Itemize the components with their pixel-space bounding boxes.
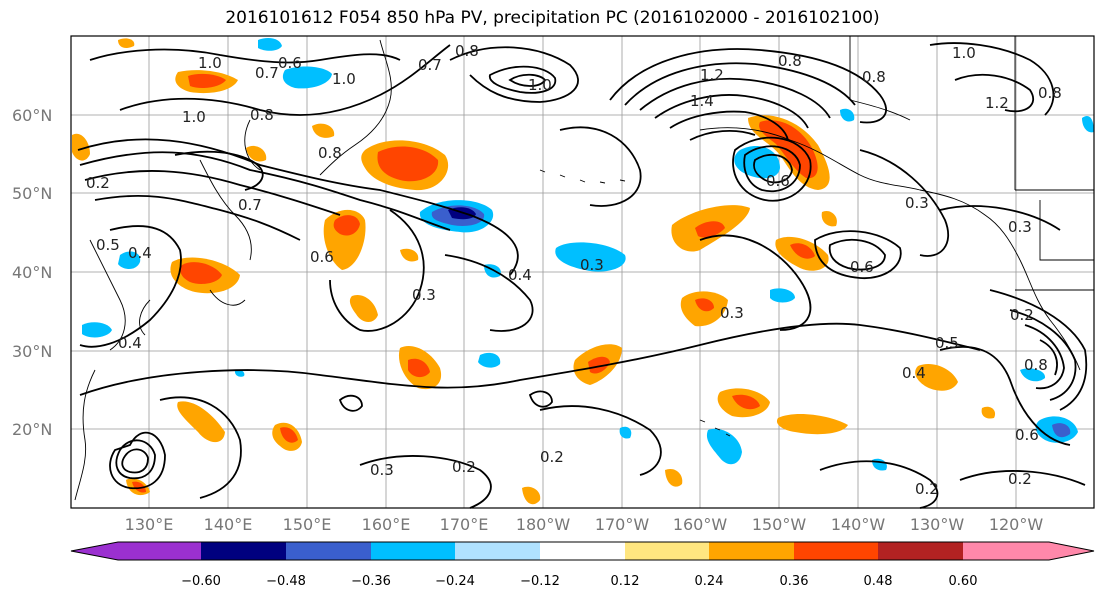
contour-label: 0.2: [452, 458, 476, 476]
lat-label: 40°N: [12, 263, 52, 282]
colorbar-cell: [286, 542, 371, 560]
contour-label: 0.3: [905, 194, 929, 212]
lat-label: 30°N: [12, 342, 52, 361]
contour-label: 0.7: [255, 64, 279, 82]
colorbar-tick-label: 0.12: [611, 574, 640, 589]
colorbar-cell: [878, 542, 963, 560]
contour-label: 0.7: [418, 56, 442, 74]
contour-label: 0.6: [850, 258, 874, 276]
colorbar-tick-label: −0.48: [266, 574, 306, 589]
colorbar-tick-label: −0.60: [181, 574, 221, 589]
colorbar-cell: [625, 542, 709, 560]
contour-label: 0.8: [1038, 84, 1062, 102]
colorbar-tick-label: −0.36: [351, 574, 391, 589]
contour-label: 1.0: [198, 54, 222, 72]
colorbar-cell: [540, 542, 625, 560]
precip-shading: [72, 38, 1094, 505]
lon-label: 150°E: [283, 515, 332, 534]
lon-label: 120°W: [989, 515, 1044, 534]
lon-label: 140°W: [831, 515, 886, 534]
lon-label: 130°E: [125, 515, 174, 534]
contour-label: 0.3: [580, 256, 604, 274]
contour-label: 0.2: [915, 480, 939, 498]
colorbar-tick-label: 0.60: [949, 574, 978, 589]
contour-label: 0.4: [508, 266, 532, 284]
contour-label: 0.3: [412, 286, 436, 304]
map-frame: [70, 35, 1095, 509]
colorbar-cell: [709, 542, 794, 560]
lon-label: 160°E: [362, 515, 411, 534]
contour-label: 0.6: [766, 172, 790, 190]
lon-label: 170°E: [440, 515, 489, 534]
contour-label: 1.0: [332, 70, 356, 88]
colorbar-cell: [201, 542, 286, 560]
contour-label: 1.0: [528, 76, 552, 94]
colorbar-tick-label: 0.24: [695, 574, 724, 589]
contour-label: 0.8: [862, 68, 886, 86]
lon-label: 130°W: [910, 515, 965, 534]
contour-label: 0.8: [250, 106, 274, 124]
map-area: 1.0 0.7 0.6 1.0 0.7 0.8 1.0 1.2 1.4 0.8 …: [70, 35, 1095, 509]
contour-label: 0.4: [902, 364, 926, 382]
lat-label: 20°N: [12, 420, 52, 439]
contour-label: 1.2: [700, 66, 724, 84]
lon-label: 180°W: [516, 515, 571, 534]
contour-label: 0.8: [455, 42, 479, 60]
lat-label: 50°N: [12, 184, 52, 203]
contour-label: 0.3: [720, 304, 744, 322]
colorbar-cell: [371, 542, 455, 560]
longitude-labels: 130°E 140°E 150°E 160°E 170°E 180°W 170°…: [125, 515, 1044, 534]
contour-label: 0.3: [370, 461, 394, 479]
contour-label: 0.5: [96, 236, 120, 254]
colorbar-tick-label: −0.12: [520, 574, 560, 589]
contour-label: 0.7: [238, 196, 262, 214]
map-title: 2016101612 F054 850 hPa PV, precipitatio…: [225, 8, 880, 28]
lon-label: 160°W: [673, 515, 728, 534]
contour-label: 0.2: [1008, 470, 1032, 488]
contour-label: 0.5: [935, 334, 959, 352]
lon-label: 140°E: [204, 515, 253, 534]
contour-label: 0.6: [310, 248, 334, 266]
lon-label: 150°W: [752, 515, 807, 534]
contour-label: 1.4: [690, 92, 714, 110]
contour-label: 0.2: [86, 174, 110, 192]
contour-label: 1.0: [182, 108, 206, 126]
graticule: [71, 36, 1094, 508]
colorbar: −0.60 −0.48 −0.36 −0.24 −0.12 0.12 0.24 …: [70, 541, 1095, 589]
contour-label: 0.3: [1008, 218, 1032, 236]
colorbar-cell: [71, 542, 201, 560]
contour-label: 0.6: [278, 54, 302, 72]
colorbar-cell: [455, 542, 540, 560]
contour-label: 0.6: [1015, 426, 1039, 444]
contour-label: 0.8: [1024, 356, 1048, 374]
colorbar-cell: [963, 542, 1094, 560]
colorbar-cells: [71, 542, 1094, 560]
lat-label: 60°N: [12, 106, 52, 125]
coastlines: [74, 36, 1094, 501]
colorbar-tick-label: 0.48: [864, 574, 893, 589]
colorbar-cell: [794, 542, 878, 560]
contour-label: 0.8: [778, 52, 802, 70]
contour-label: 1.2: [985, 94, 1009, 112]
colorbar-outline: [70, 541, 1095, 561]
contour-label: 1.0: [952, 44, 976, 62]
contour-label: 0.8: [318, 144, 342, 162]
colorbar-tick-label: −0.24: [435, 574, 475, 589]
pv-contours: [77, 42, 1088, 509]
contour-label: 0.2: [540, 448, 564, 466]
contour-label: 0.2: [1010, 306, 1034, 324]
colorbar-tick-label: 0.36: [780, 574, 809, 589]
contour-labels: 1.0 0.7 0.6 1.0 0.7 0.8 1.0 1.2 1.4 0.8 …: [86, 42, 1062, 498]
latitude-labels: 60°N 50°N 40°N 30°N 20°N: [12, 106, 52, 439]
contour-label: 0.4: [118, 334, 142, 352]
contour-label: 0.4: [128, 244, 152, 262]
lon-label: 170°W: [595, 515, 650, 534]
